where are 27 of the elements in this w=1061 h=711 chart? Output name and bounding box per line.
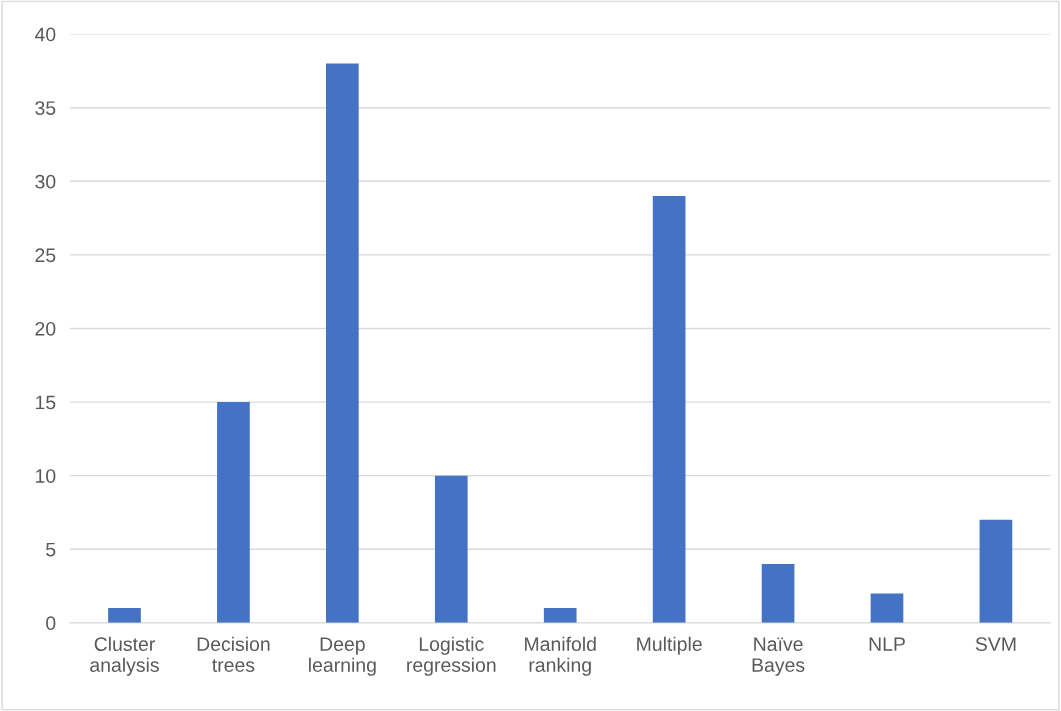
y-tick-label: 10 [35, 469, 56, 483]
x-tick-label: Manifold ranking [525, 636, 596, 676]
x-tick-label: Logistic regression [407, 636, 496, 676]
y-tick-label: 40 [34, 27, 56, 42]
x-tick-label: Deep learning [309, 637, 376, 676]
x-tick-label: Naïve Bayes [752, 637, 805, 676]
bar [434, 475, 468, 623]
y-tick-label: 25 [35, 248, 56, 263]
x-tick-label: Decision trees [197, 636, 270, 672]
y-tick-label: 0 [46, 616, 56, 631]
bar [543, 608, 577, 623]
bar [217, 402, 250, 623]
bar [761, 563, 795, 623]
y-tick-label: 35 [35, 101, 56, 115]
x-tick-label: SVM [975, 637, 1016, 652]
bar [652, 196, 686, 623]
bar [979, 519, 1013, 623]
y-tick-label: 30 [35, 174, 56, 189]
bar [326, 63, 359, 623]
bar [108, 608, 141, 623]
x-tick-label: Cluster analysis [90, 636, 159, 676]
x-tick-label: Multiple [637, 636, 702, 655]
x-tick-label: NLP [869, 637, 905, 651]
y-tick-label: 5 [46, 542, 56, 557]
y-tick-label: 15 [35, 395, 56, 410]
bar [870, 593, 904, 623]
y-tick-label: 20 [35, 321, 56, 336]
